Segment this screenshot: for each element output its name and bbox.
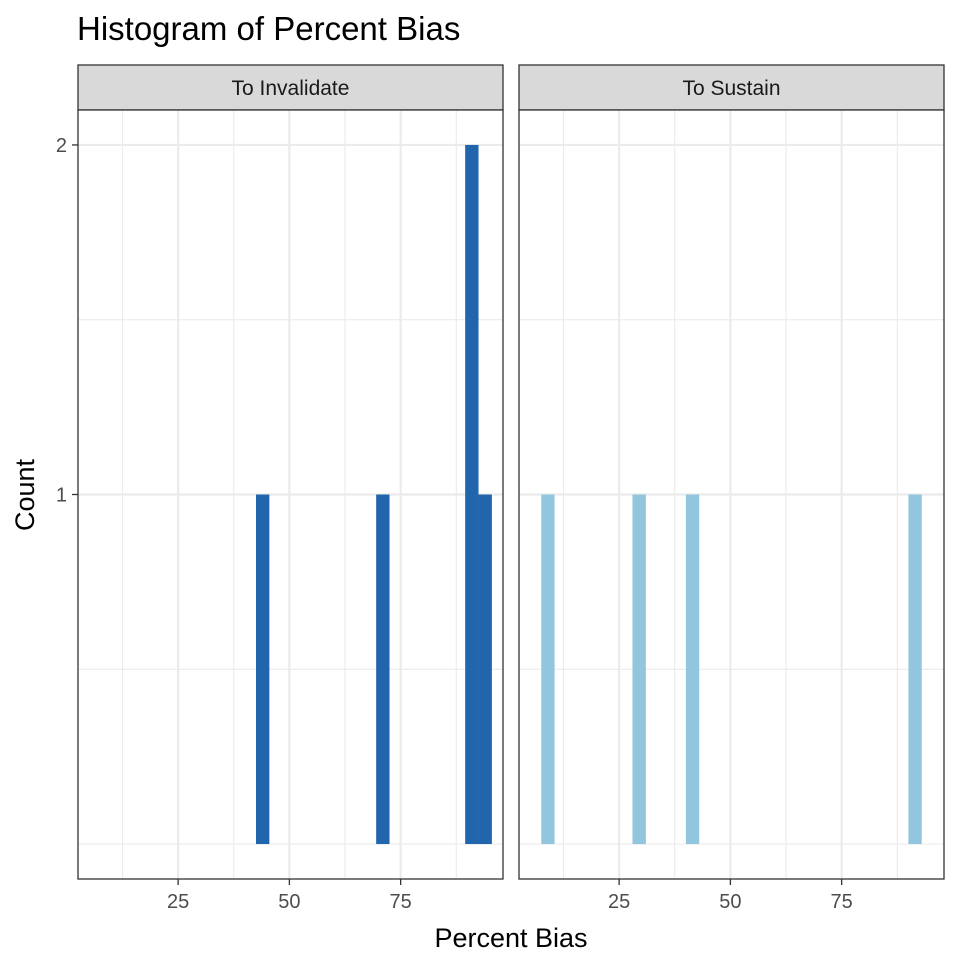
histogram-bar (632, 494, 646, 845)
strip-label: To Sustain (682, 77, 780, 100)
strip-label: To Invalidate (232, 77, 350, 100)
histogram-bar (685, 494, 700, 845)
x-tick-label: 25 (608, 891, 630, 913)
y-axis: 12 (56, 135, 78, 507)
x-tick-label: 75 (390, 891, 412, 913)
histogram-bar (908, 494, 922, 845)
facet-panel: To Invalidate 25 50 75 (77, 64, 504, 913)
histogram-bar (376, 494, 390, 845)
y-tick-label: 2 (56, 135, 67, 157)
facet-panel: To Sustain 25 50 75 (518, 64, 945, 913)
facet-panels: To Invalidate 25 50 75 To Sustain 25 50 75 (77, 64, 945, 913)
histogram-bar (541, 494, 555, 845)
x-tick-label: 25 (167, 891, 189, 913)
y-axis-title: Count (10, 458, 40, 531)
histogram-bar (465, 144, 479, 845)
x-tick-label: 75 (831, 891, 853, 913)
x-axis-title: Percent Bias (434, 923, 587, 953)
strip-background (518, 64, 945, 111)
histogram-bar (478, 494, 492, 845)
y-tick-label: 1 (56, 485, 67, 507)
chart-title: Histogram of Percent Bias (77, 10, 460, 47)
histogram-bar (256, 494, 270, 845)
panel-border (518, 109, 945, 880)
x-tick-label: 50 (278, 891, 300, 913)
x-tick-label: 50 (719, 891, 741, 913)
strip-background (77, 64, 504, 111)
